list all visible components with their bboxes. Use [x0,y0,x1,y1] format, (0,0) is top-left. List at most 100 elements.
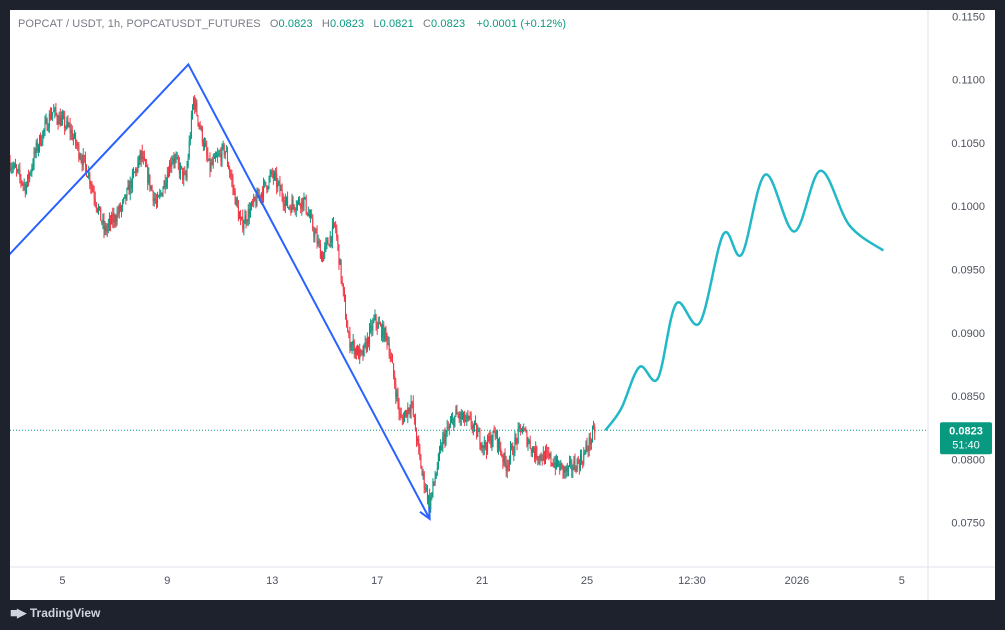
candle [30,169,32,176]
candle [588,433,590,457]
candle [295,200,297,217]
candle [134,171,136,174]
candle [358,345,360,360]
candle [129,176,131,201]
chart-pane[interactable]: 0.0750 0.0800 0.0850 0.0900 0.0950 0.1000 0.10… [10,10,995,600]
price-chart[interactable]: 0.0750 0.0800 0.0850 0.0900 0.0950 0.1000 0.10… [10,10,995,600]
candle [496,429,498,453]
candle [591,425,593,443]
candle [479,427,481,450]
price-axis[interactable]: 0.0750 0.0800 0.0850 0.0900 0.0950 0.1000 0.10… [951,11,985,529]
candle [288,206,290,210]
candle [538,455,540,465]
candle [213,152,215,159]
tradingview-branding[interactable]: ■▶ TradingView [10,603,100,623]
time-axis[interactable]: 5 9 13 17 21 25 12:30 2026 5 [59,575,904,587]
candle [329,231,331,248]
candle [12,161,14,173]
candle [332,217,334,230]
candle [64,110,66,135]
candle [153,192,155,207]
candle [353,339,355,359]
price-change: +0.0001 (+0.12%) [476,18,567,30]
candle [340,259,342,285]
candle [299,195,301,206]
candle [173,152,175,169]
candle [232,173,234,196]
candle [192,104,194,120]
candle [61,109,63,126]
candle [152,190,154,206]
candle [147,164,149,191]
candle [71,125,73,141]
candle [574,453,576,472]
candle [117,205,119,218]
candle [131,168,133,193]
candle [171,155,173,174]
candle [220,147,222,167]
candle [223,143,225,159]
candle [576,457,578,472]
candle [442,431,444,453]
candle [159,188,161,200]
projection-path[interactable] [604,169,885,432]
candle [45,113,47,125]
candle [447,421,449,430]
candle [549,452,551,459]
symbol-legend: POPCAT / USDT, 1h, POPCATUSDT_FUTURES O0… [18,18,566,30]
candle [383,321,385,343]
zigzag-drawing[interactable] [10,62,431,520]
candle [530,448,532,457]
candle [371,320,373,337]
time-tick-label: 2026 [785,575,809,587]
candle [518,422,520,432]
candle [10,154,11,172]
candle [387,335,389,346]
candle [106,223,108,237]
candle [393,363,395,380]
candle [484,440,486,451]
candle [70,123,72,140]
candle [452,412,454,425]
candle [25,181,27,195]
time-tick-label: 5 [899,575,905,587]
candle [123,197,125,204]
candle [296,200,298,211]
candle [217,147,219,164]
candle [418,435,420,455]
candle [563,465,565,479]
candle [245,210,247,229]
candle [451,413,453,424]
candle [493,425,495,433]
candle [103,213,105,239]
candle [488,432,490,443]
candle [510,440,512,465]
candle [157,191,159,208]
candle [179,162,181,180]
candle [453,417,455,431]
candle [224,150,226,160]
candle [532,445,534,453]
candle [222,140,224,151]
candle [506,459,508,479]
candle [349,326,351,354]
candle [13,162,15,170]
candle [285,196,287,206]
candle [456,404,458,415]
candle [49,107,51,121]
candle [468,415,470,422]
candle [82,148,84,171]
candle [128,180,130,195]
candle [560,459,562,471]
candle [218,149,220,157]
candle [520,428,522,433]
candle [466,412,468,427]
candle [137,156,139,174]
candle [408,407,410,415]
candle [172,155,174,165]
candle [304,196,306,200]
candle [396,388,398,402]
candle [279,175,281,197]
candle [201,125,203,147]
candle [350,341,352,352]
